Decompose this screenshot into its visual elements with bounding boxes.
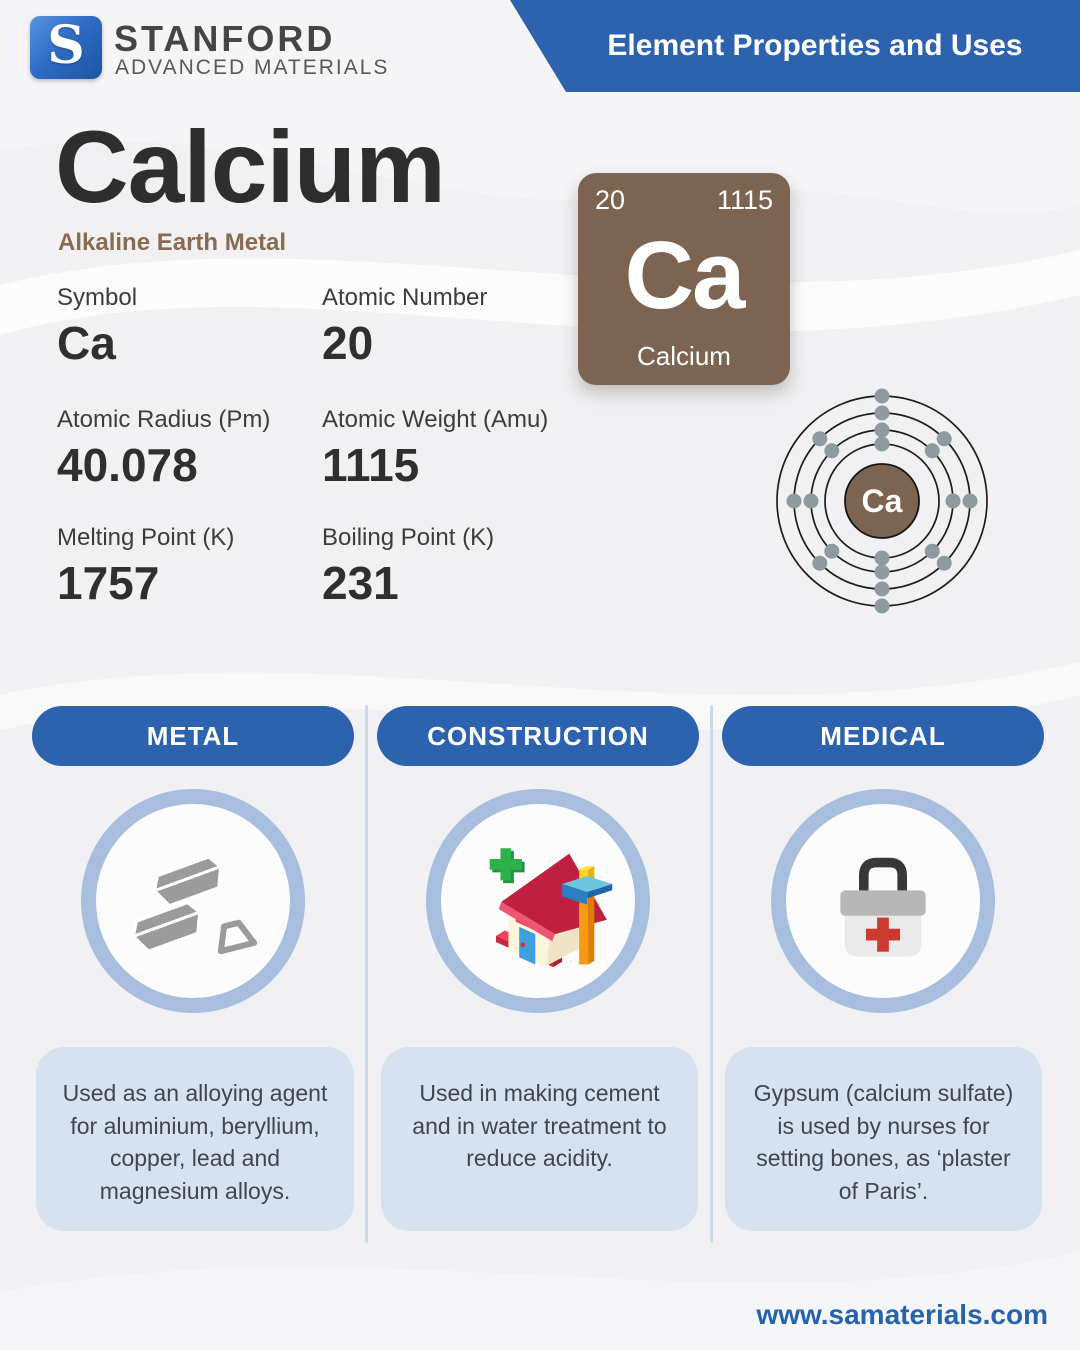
- electron: [874, 405, 890, 421]
- electron: [962, 493, 978, 509]
- use-icon-circle-metal: [81, 789, 305, 1013]
- electron: [803, 493, 819, 509]
- tile-atomic-weight: 1115: [716, 185, 773, 215]
- property-value: 40.078: [57, 439, 198, 491]
- brand-name: STANFORD: [114, 18, 336, 59]
- property-label: Atomic Number: [322, 284, 488, 311]
- element-title: Calcium: [55, 110, 446, 224]
- property-value: Ca: [57, 317, 116, 369]
- electron: [945, 493, 961, 509]
- use-pill-metal: METAL: [32, 706, 354, 766]
- electron: [924, 543, 940, 559]
- electron: [824, 443, 840, 459]
- property-value: 1115: [322, 439, 420, 491]
- electron: [874, 422, 890, 438]
- electron: [936, 431, 952, 447]
- electron: [936, 555, 952, 571]
- brand-logo: S: [30, 16, 102, 79]
- nucleus-symbol: Ca: [862, 483, 903, 519]
- nucleus: [844, 463, 920, 539]
- use-pill-construction: CONSTRUCTION: [377, 706, 699, 766]
- electron: [874, 564, 890, 580]
- header-banner: Element Properties and Uses: [510, 0, 1080, 92]
- first-aid-kit-icon: [840, 857, 926, 957]
- electron: [874, 581, 890, 597]
- tile-element-name: Calcium: [637, 341, 731, 371]
- card-divider: [710, 705, 713, 1243]
- use-pill-label: MEDICAL: [820, 720, 946, 751]
- element-tile: 20 1115 Ca Calcium: [578, 173, 790, 385]
- property-label: Atomic Radius (Pm): [57, 406, 271, 433]
- electron: [924, 443, 940, 459]
- electron: [824, 543, 840, 559]
- website-link[interactable]: www.samaterials.com: [756, 1299, 1048, 1330]
- use-icon-circle-medical: [771, 789, 995, 1013]
- use-pill-medical: MEDICAL: [722, 706, 1044, 766]
- property-label: Atomic Weight (Amu): [322, 406, 549, 433]
- header-banner-title: Element Properties and Uses: [607, 29, 1023, 62]
- bohr-model-diagram: Ca: [776, 388, 988, 614]
- electron: [874, 436, 890, 452]
- electron: [812, 431, 828, 447]
- use-icon-circle-construction: [426, 789, 650, 1013]
- use-pill-label: CONSTRUCTION: [427, 720, 649, 751]
- tile-atomic-number: 20: [595, 185, 626, 215]
- electron: [874, 598, 890, 614]
- property-value: 231: [322, 557, 399, 609]
- property-label: Melting Point (K): [57, 524, 235, 551]
- element-category: Alkaline Earth Metal: [58, 229, 287, 256]
- electron: [874, 388, 890, 404]
- property-value: 20: [322, 317, 374, 369]
- card-divider: [365, 705, 368, 1243]
- property-label: Boiling Point (K): [322, 524, 495, 551]
- use-description-medical: Gypsum (calcium sulfate) is used by nurs…: [725, 1047, 1042, 1231]
- construction-house-icon: [489, 848, 613, 969]
- electron: [812, 555, 828, 571]
- property-value: 1757: [57, 557, 160, 609]
- use-description-metal: Used as an alloying agent for aluminium,…: [36, 1047, 354, 1231]
- brand-tagline: ADVANCED MATERIALS: [115, 56, 390, 79]
- electron: [786, 493, 802, 509]
- use-pill-label: METAL: [146, 720, 240, 751]
- metal-ingots-icon: [131, 855, 258, 955]
- tile-symbol: Ca: [624, 222, 746, 329]
- use-description-construction: Used in making cement and in water treat…: [381, 1047, 698, 1231]
- property-label: Symbol: [57, 284, 138, 311]
- electron: [874, 550, 890, 566]
- brand-logo-mark: S: [47, 14, 85, 76]
